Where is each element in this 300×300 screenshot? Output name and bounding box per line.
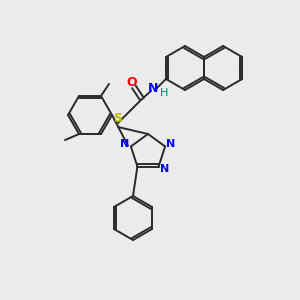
- Text: N: N: [160, 164, 169, 174]
- Text: O: O: [127, 76, 137, 88]
- Text: N: N: [120, 140, 130, 149]
- Text: S: S: [113, 112, 122, 125]
- Text: N: N: [148, 82, 158, 95]
- Text: H: H: [160, 88, 168, 98]
- Text: N: N: [167, 140, 176, 149]
